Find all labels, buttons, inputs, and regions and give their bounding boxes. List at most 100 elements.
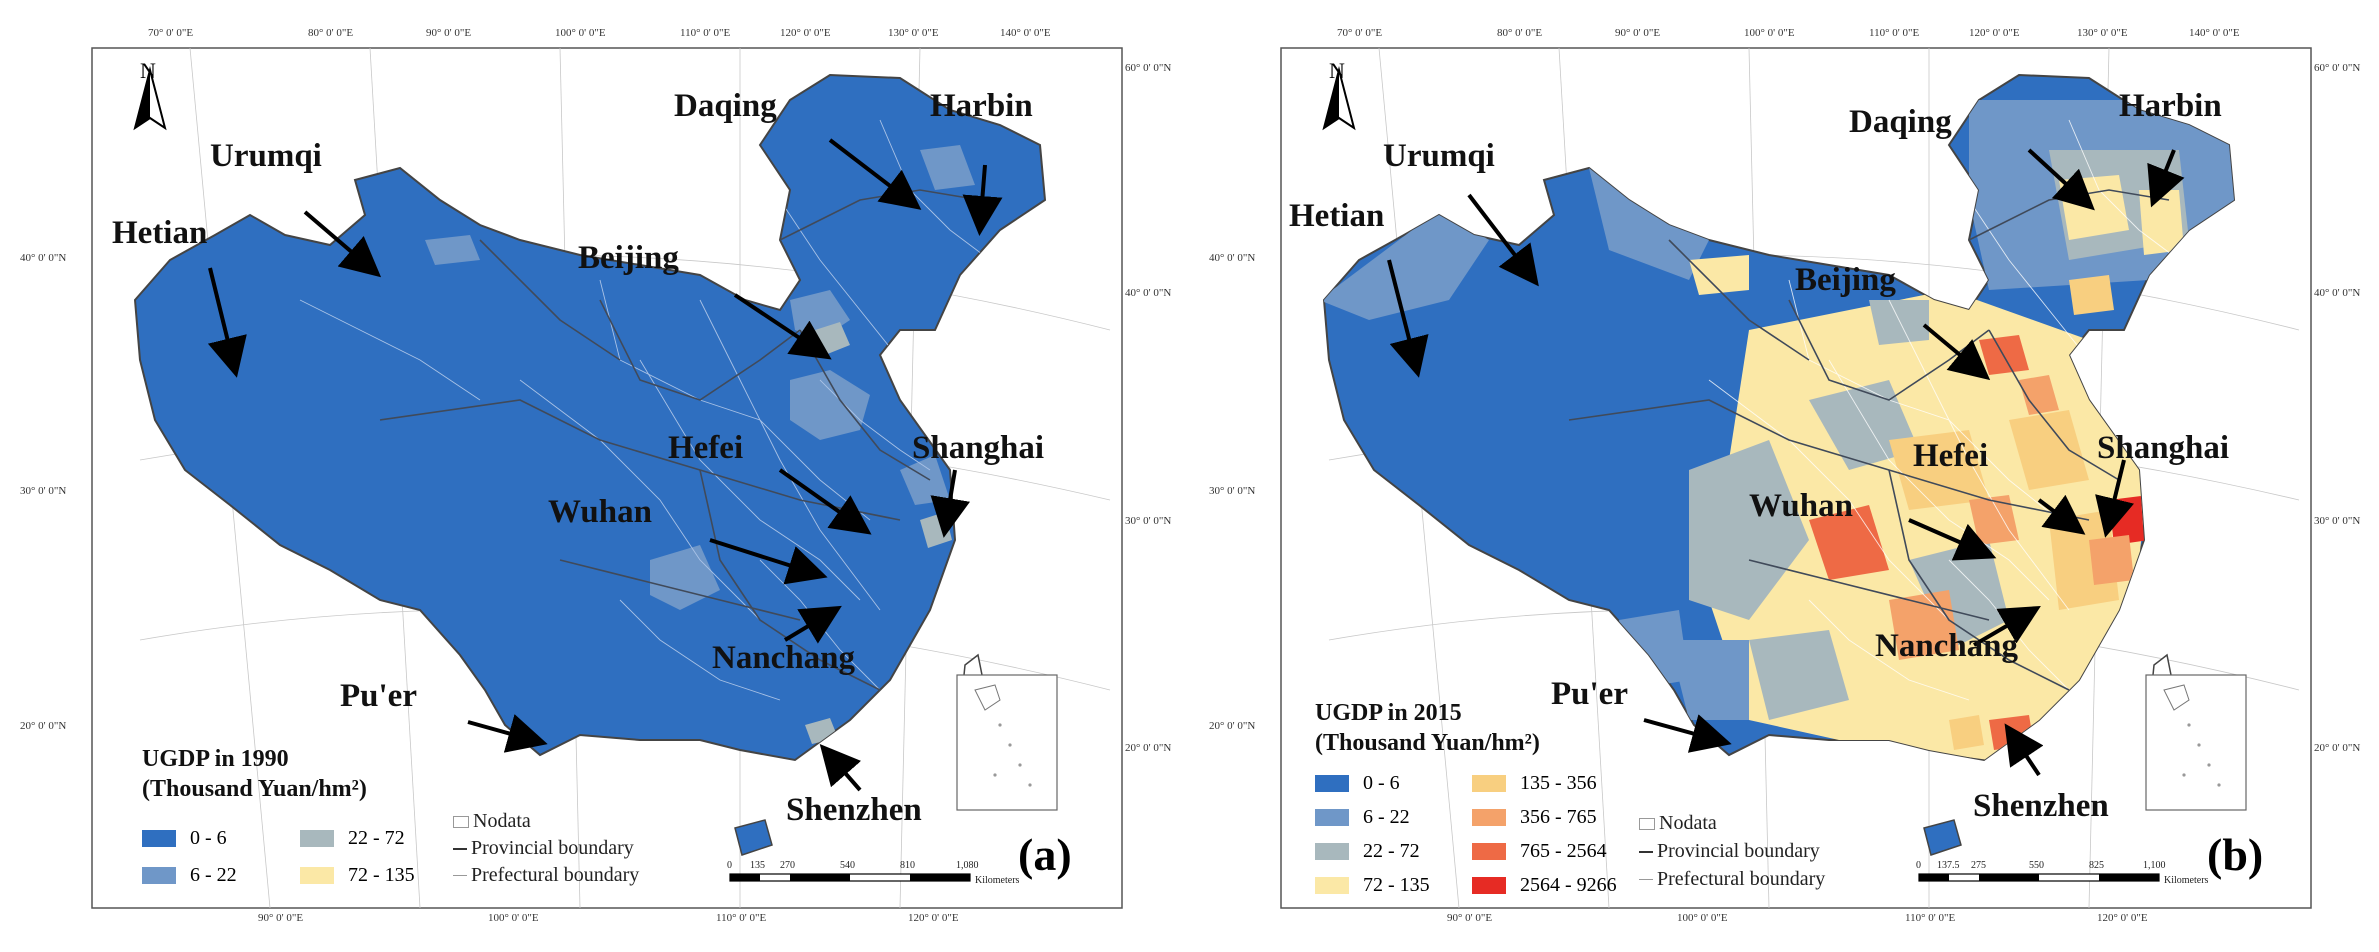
city-label-hefei: Hefei — [1913, 438, 1989, 474]
legend-item: 135 - 356 — [1472, 772, 1597, 795]
lon-tick-bottom: 90° 0' 0"E — [1447, 912, 1493, 924]
city-label-harbin: Harbin — [930, 88, 1033, 124]
legend-swatch — [1472, 877, 1506, 894]
scale-bar — [1918, 873, 2160, 882]
legend-nodata: Nodata — [453, 810, 531, 833]
city-label-puer: Pu'er — [1551, 676, 1628, 712]
lon-tick-bottom: 120° 0' 0"E — [2097, 912, 2148, 924]
scale-tick: 1,100 — [2143, 860, 2166, 871]
provincial-boundaries — [379, 189, 981, 691]
lat-tick-right: 40° 0' 0"N — [1125, 287, 1172, 299]
city-label-hetian: Hetian — [1289, 198, 1385, 234]
lat-tick-left: 20° 0' 0"N — [1209, 720, 1256, 732]
city-label-daqing: Daqing — [1849, 104, 1952, 140]
legend-swatch — [1315, 843, 1349, 860]
legend-item: 22 - 72 — [300, 827, 405, 850]
lat-tick-right: 40° 0' 0"N — [2314, 287, 2361, 299]
city-label-wuhan: Wuhan — [1749, 488, 1853, 524]
inset-coastline — [2163, 684, 2190, 711]
scale-unit: Kilometers — [2164, 875, 2209, 886]
lat-tick-right: 60° 0' 0"N — [1125, 62, 1172, 74]
legend-item: 0 - 6 — [142, 827, 227, 850]
lat-tick-left: 20° 0' 0"N — [20, 720, 67, 732]
lon-tick-top: 100° 0' 0"E — [555, 27, 606, 39]
inset-coastline — [974, 684, 1001, 711]
china-map-1990 — [91, 47, 1123, 909]
lon-tick-top: 120° 0' 0"E — [1969, 27, 2020, 39]
panel-label-b: (b) — [2207, 829, 2264, 880]
china-map-2015 — [1280, 47, 2312, 909]
legend-item: 72 - 135 — [300, 864, 415, 887]
lon-tick-bottom: 120° 0' 0"E — [908, 912, 959, 924]
city-label-daqing: Daqing — [674, 88, 777, 124]
north-label: N — [140, 58, 156, 83]
city-arrows — [1387, 148, 2185, 777]
legend-swatch — [1472, 809, 1506, 826]
scale-tick: 825 — [2089, 860, 2104, 871]
lat-tick-right: 20° 0' 0"N — [2314, 742, 2361, 754]
hainan-island — [734, 819, 773, 856]
lon-tick-top: 130° 0' 0"E — [888, 27, 939, 39]
legend-item: 22 - 72 — [1315, 840, 1420, 863]
scale-tick: 137.5 — [1937, 860, 1960, 871]
legend-item: 765 - 2564 — [1472, 840, 1607, 863]
lon-tick-top: 110° 0' 0"E — [1869, 27, 1920, 39]
city-label-harbin: Harbin — [2119, 88, 2222, 124]
legend-swatch — [1472, 843, 1506, 860]
legend-swatch — [1315, 775, 1349, 792]
legend-nodata: Nodata — [1639, 812, 1717, 835]
lon-tick-top: 100° 0' 0"E — [1744, 27, 1795, 39]
legend-provincial-boundary: Provincial boundary — [1639, 840, 1820, 863]
nodata-symbol — [453, 815, 469, 828]
legend-title: UGDP in 2015 (Thousand Yuan/hm²) — [1315, 700, 1540, 756]
legend-item: 356 - 765 — [1472, 806, 1597, 829]
lat-tick-left: 30° 0' 0"N — [1209, 485, 1256, 497]
city-label-shenzhen: Shenzhen — [786, 792, 922, 828]
lon-tick-bottom: 100° 0' 0"E — [488, 912, 539, 924]
scale-tick: 270 — [780, 860, 795, 871]
lon-tick-top: 90° 0' 0"E — [426, 27, 472, 39]
lon-tick-bottom: 90° 0' 0"E — [258, 912, 304, 924]
legend-swatch — [1315, 877, 1349, 894]
provincial-line-symbol — [453, 847, 467, 850]
scale-tick: 0 — [1916, 860, 1921, 871]
legend-swatch — [1315, 809, 1349, 826]
city-label-beijing: Beijing — [1795, 262, 1896, 298]
lon-tick-top: 70° 0' 0"E — [1337, 27, 1383, 39]
city-label-wuhan: Wuhan — [548, 494, 652, 530]
city-label-urumqi: Urumqi — [210, 138, 322, 174]
legend-prefectural-boundary: Prefectural boundary — [453, 864, 639, 887]
legend-swatch — [142, 867, 176, 884]
lon-tick-top: 140° 0' 0"E — [1000, 27, 1051, 39]
city-label-beijing: Beijing — [578, 240, 679, 276]
legend-item: 0 - 6 — [1315, 772, 1400, 795]
legend-item: 72 - 135 — [1315, 874, 1430, 897]
city-label-shanghai: Shanghai — [2097, 430, 2230, 466]
prefectural-line-symbol — [1639, 879, 1653, 880]
city-label-nanchang: Nanchang — [712, 640, 856, 676]
lon-tick-top: 80° 0' 0"E — [308, 27, 354, 39]
lat-tick-left: 30° 0' 0"N — [20, 485, 67, 497]
panel-label-a: (a) — [1018, 829, 1072, 880]
inset-islands — [2182, 723, 2221, 787]
north-label: N — [1329, 58, 1345, 83]
scale-unit: Kilometers — [975, 875, 1020, 886]
lat-tick-left: 40° 0' 0"N — [20, 252, 67, 264]
legend-prefectural-boundary: Prefectural boundary — [1639, 868, 1825, 891]
lat-tick-right: 30° 0' 0"N — [2314, 515, 2361, 527]
inset-islands — [993, 723, 1032, 787]
city-label-hefei: Hefei — [668, 430, 744, 466]
legend-swatch — [1472, 775, 1506, 792]
lon-tick-bottom: 110° 0' 0"E — [716, 912, 767, 924]
scale-bar — [729, 873, 971, 882]
south-china-sea-inset — [956, 674, 1058, 811]
lon-tick-top: 140° 0' 0"E — [2189, 27, 2240, 39]
lon-tick-top: 120° 0' 0"E — [780, 27, 831, 39]
city-arrows — [207, 138, 1003, 792]
legend-item: 6 - 22 — [142, 864, 237, 887]
scale-tick: 550 — [2029, 860, 2044, 871]
lon-tick-top: 90° 0' 0"E — [1615, 27, 1661, 39]
hainan-island — [1923, 819, 1962, 856]
south-china-sea-inset — [2145, 674, 2247, 811]
scale-tick: 1,080 — [956, 860, 979, 871]
